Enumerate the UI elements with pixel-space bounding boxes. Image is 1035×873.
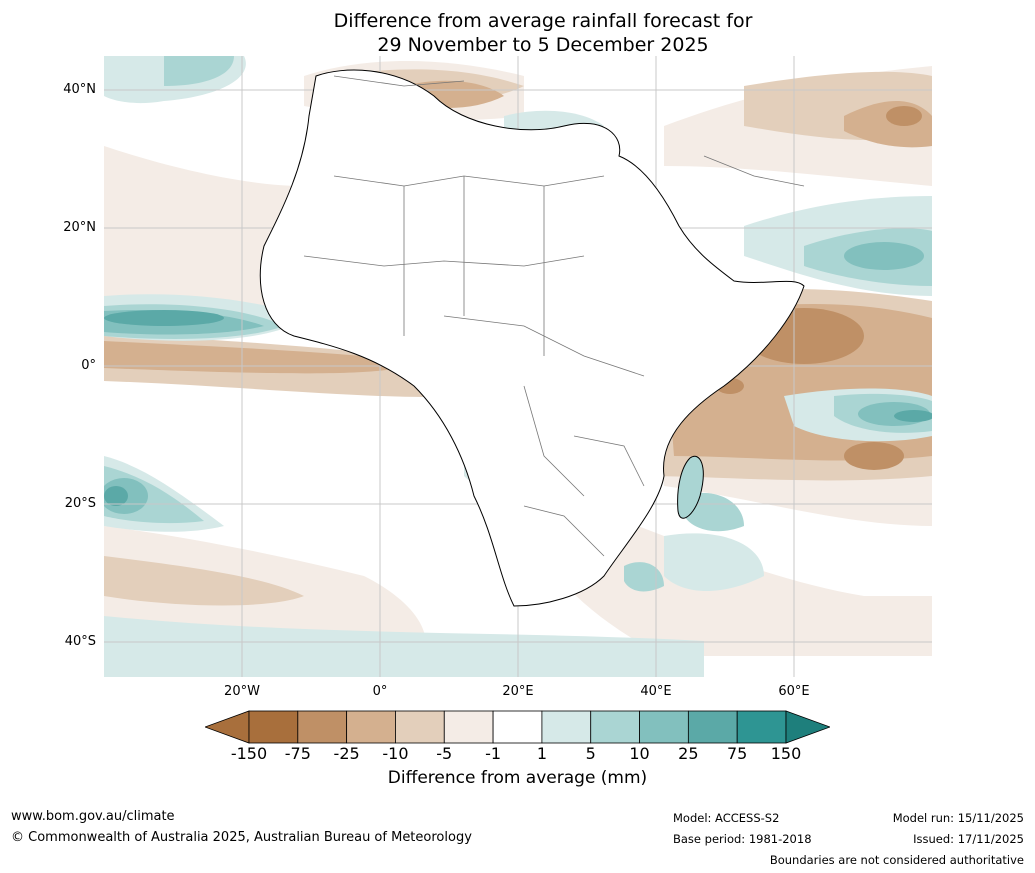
colorbar-cell — [687, 710, 738, 744]
lon-label-60e: 60°E — [778, 684, 810, 699]
lat-label-20n: 20°N — [63, 220, 96, 235]
colorbar-tick-label: -1 — [485, 744, 502, 763]
colorbar-cell — [443, 710, 494, 744]
lon-label-0: 0° — [372, 684, 388, 699]
footer-issued: Issued: 17/11/2025 — [913, 832, 1024, 846]
very-strong-wet-anomaly-areas — [104, 310, 932, 506]
footer-model: Model: ACCESS-S2 — [673, 811, 780, 825]
colorbar-cell — [297, 710, 348, 744]
colorbar-tick-label: -75 — [284, 744, 311, 763]
colorbar-tick-label: 150 — [770, 744, 802, 763]
colorbar-cell — [639, 710, 689, 744]
footer-disclaimer: Boundaries are not considered authoritat… — [769, 853, 1024, 867]
rainfall-map — [104, 56, 932, 677]
lat-label-20s: 20°S — [64, 496, 96, 511]
country-borders — [303, 75, 805, 557]
footer-model-run: Model run: 15/11/2025 — [892, 811, 1024, 825]
lat-label-40n: 40°N — [63, 82, 96, 97]
lat-label-40s: 40°S — [64, 634, 96, 649]
colorbar-cell — [541, 710, 592, 744]
colorbar-tick-label: 5 — [585, 744, 596, 763]
colorbar-tick-label: -25 — [333, 744, 360, 763]
colorbar-arrow-high — [785, 710, 830, 744]
colorbar-cell — [492, 710, 543, 744]
colorbar-tick-label: -5 — [436, 744, 453, 763]
colorbar-cell — [736, 710, 787, 744]
lon-label-40e: 40°E — [640, 684, 672, 699]
footer-copyright: © Commonwealth of Australia 2025, Austra… — [11, 830, 472, 845]
map-title-line-1: Difference from average rainfall forecas… — [333, 10, 753, 32]
colorbar-cell — [395, 710, 445, 744]
colorbar-label: Difference from average (mm) — [387, 768, 648, 788]
colorbar-arrow-low — [205, 710, 250, 744]
colorbar-cell — [590, 710, 640, 744]
map-title-line-2: 29 November to 5 December 2025 — [377, 34, 709, 56]
colorbar-tick-label: 25 — [678, 744, 699, 763]
lon-label-20w: 20°W — [224, 684, 260, 699]
colorbar-tick-label: 75 — [726, 744, 748, 763]
lon-label-20e: 20°E — [502, 684, 534, 699]
colorbar-tick-label: -10 — [382, 744, 409, 763]
africa-landmass — [259, 69, 805, 607]
colorbar-cell — [248, 710, 299, 744]
colorbar-tick-label: 1 — [536, 744, 547, 763]
colorbar-tick-label: 10 — [629, 744, 650, 763]
footer-base-period: Base period: 1981-2018 — [673, 832, 812, 846]
colorbar-cell — [346, 710, 396, 744]
colorbar — [205, 710, 830, 744]
footer-url[interactable]: www.bom.gov.au/climate — [11, 809, 175, 824]
lat-label-0: 0° — [81, 358, 96, 373]
colorbar-tick-label: -150 — [230, 744, 268, 763]
